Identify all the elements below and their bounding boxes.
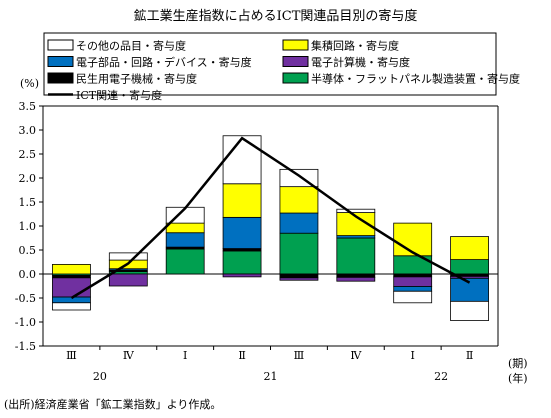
bar-segment (336, 237, 376, 275)
bar-segment (393, 273, 433, 278)
year-label: 22 (434, 370, 448, 383)
legend-label: ICT関連・寄与度 (76, 88, 162, 102)
year-label: 21 (264, 370, 278, 383)
x-axis-unit-year: (年) (508, 371, 528, 385)
x-tick-label: Ⅲ (66, 349, 77, 362)
bar-segment (52, 277, 91, 298)
y-tick-label: -0.5 (15, 292, 36, 305)
x-tick-label: Ⅰ (183, 349, 187, 362)
bar-segment (336, 273, 376, 278)
legend-swatch (47, 56, 74, 67)
bar-segment (450, 300, 489, 321)
legend-label: 電子計算機・寄与度 (311, 55, 410, 69)
bar-segment (165, 222, 205, 234)
y-tick-label: -1.5 (15, 340, 36, 353)
x-tick-label: Ⅳ (350, 349, 362, 362)
bar-segment (165, 232, 205, 248)
bar-segment (336, 276, 376, 282)
bar-segment (108, 252, 148, 261)
bar-segment (279, 232, 319, 275)
bar-segment (393, 222, 433, 257)
bar-segment (108, 273, 148, 287)
x-tick-label: Ⅰ (411, 349, 415, 362)
legend-swatch (282, 56, 309, 67)
chart-title: 鉱工業生産指数に占めるICT関連品目別の寄与度 (133, 9, 418, 24)
bar-segment (279, 273, 319, 279)
y-tick-label: 2.5 (19, 148, 37, 161)
source-note: (出所)経済産業省「鉱工業指数」より作成。 (4, 398, 222, 411)
legend-box (43, 32, 497, 96)
legend-label: 半導体・フラットパネル製造装置・寄与度 (311, 72, 520, 86)
legend-label: 民生用電子機械・寄与度 (76, 72, 197, 86)
bar-segment (450, 236, 489, 260)
y-tick-label: 3.5 (19, 100, 37, 113)
x-tick-label: Ⅱ (238, 349, 245, 362)
y-tick-label: 0.5 (19, 244, 37, 257)
bar-segment (450, 259, 489, 275)
bar-segment (222, 183, 262, 218)
bar-segment (222, 216, 262, 249)
legend-label: 電子部品・回路・デバイス・寄与度 (76, 55, 252, 69)
y-tick-label: 3.0 (19, 124, 37, 137)
y-tick-label: 1.0 (19, 220, 37, 233)
bar-segment (336, 208, 376, 213)
legend-swatch (47, 39, 74, 51)
bar-segment (52, 263, 91, 275)
x-tick-label: Ⅲ (294, 349, 305, 362)
bar-segment (393, 286, 433, 292)
bar-segment (279, 277, 319, 281)
bar-segment (222, 250, 262, 275)
y-tick-label: 2.0 (19, 172, 37, 185)
year-label: 20 (93, 370, 107, 383)
y-tick-label: 0.0 (19, 268, 37, 281)
y-tick-label: -1.0 (15, 316, 36, 329)
ict-line (70, 136, 471, 300)
bar-segment (222, 135, 262, 185)
bar-segment (165, 248, 205, 275)
bar-segment (222, 273, 262, 278)
x-axis-unit-period: (期) (508, 357, 528, 370)
bar-segment (393, 290, 433, 304)
bar-segment (279, 186, 319, 214)
x-tick-label: Ⅱ (466, 349, 473, 362)
legend-swatch (47, 72, 74, 84)
legend-swatch (282, 72, 309, 84)
bar-segment (393, 276, 433, 287)
bar-segment (52, 302, 91, 311)
bar-segment (279, 212, 319, 234)
x-tick-label: Ⅳ (123, 349, 135, 362)
legend-label: 集積回路・寄与度 (311, 39, 399, 53)
y-axis-unit: (%) (20, 77, 39, 90)
legend-label: その他の品目・寄与度 (76, 39, 186, 53)
y-tick-label: 1.5 (19, 196, 37, 209)
legend-swatch (282, 39, 309, 51)
